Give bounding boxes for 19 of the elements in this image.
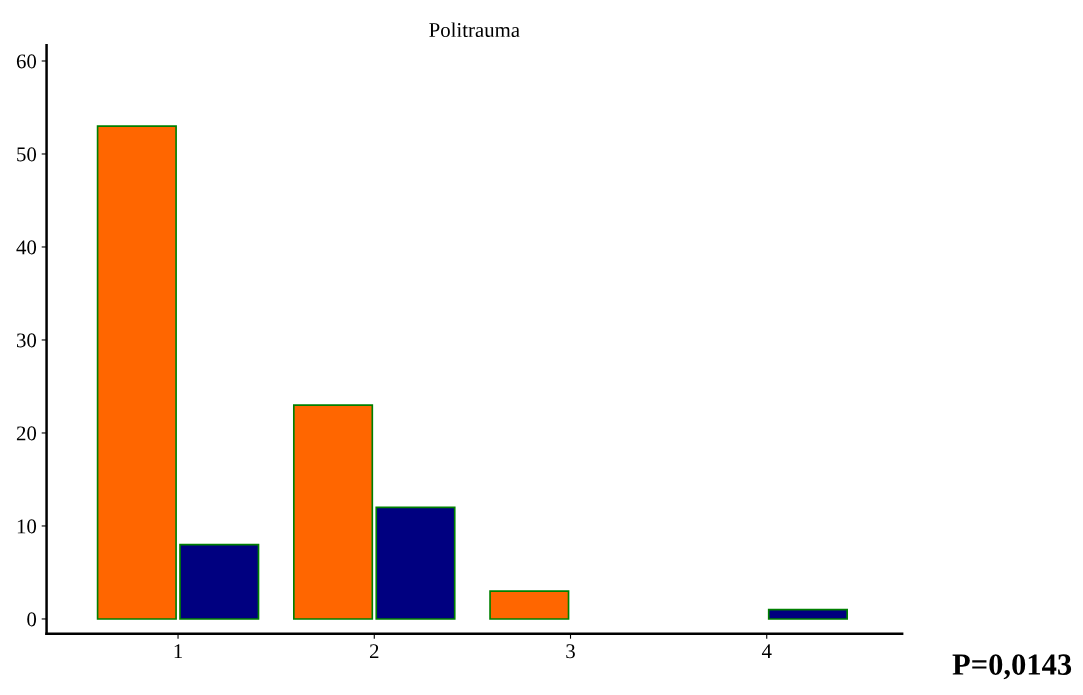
x-tick-label: 4 (761, 644, 772, 659)
bar (292, 404, 374, 620)
bar (179, 543, 260, 620)
bar (375, 506, 456, 620)
bar (489, 590, 570, 620)
x-tick-label: 1 (174, 644, 182, 659)
x-tick-label: 3 (566, 644, 575, 659)
y-tick-label: 60 (16, 54, 37, 69)
bar (96, 125, 177, 620)
y-tick-label: 20 (16, 426, 37, 441)
bar (767, 608, 849, 620)
x-tick-label: 2 (369, 644, 379, 659)
chart-title: Politrauma (429, 22, 520, 38)
y-tick-label: 10 (17, 519, 37, 534)
y-tick-label: 30 (17, 333, 37, 348)
text: P=0,0143 (952, 654, 1072, 680)
y-tick-label: 40 (16, 240, 37, 255)
y-tick-label: 50 (17, 147, 37, 162)
y-tick-label: 0 (27, 612, 37, 627)
